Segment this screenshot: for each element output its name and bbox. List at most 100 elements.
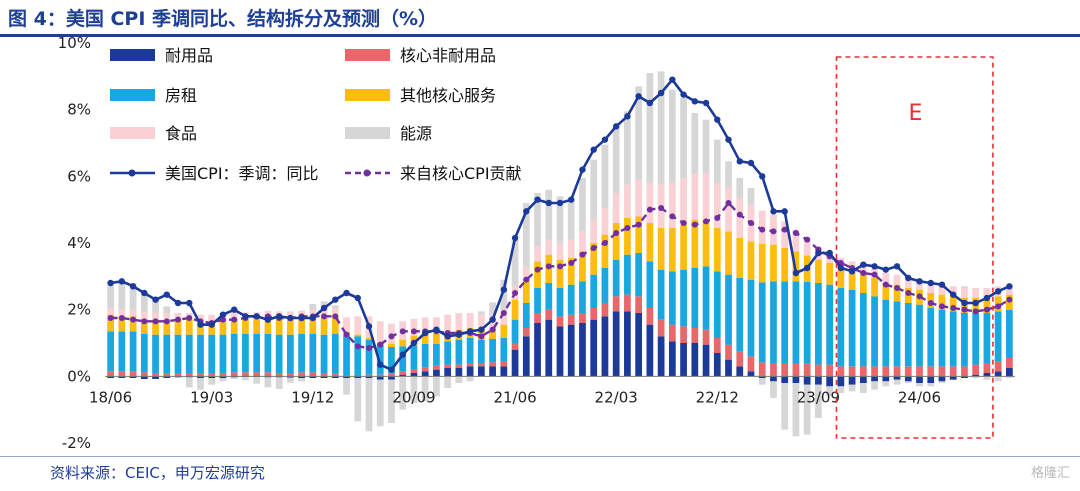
bar-rent — [803, 282, 811, 364]
bar-rent — [230, 334, 238, 373]
bar-rent — [567, 284, 575, 315]
point-core_contribution — [175, 316, 182, 323]
bar-energy — [129, 283, 137, 310]
bar-other_core_services — [579, 251, 586, 282]
point-core_contribution — [938, 303, 945, 310]
bar-food — [713, 183, 721, 228]
bar-other_core_services — [983, 298, 991, 313]
bar-food — [129, 309, 137, 317]
bar-durables — [140, 376, 148, 379]
point-headline — [107, 279, 114, 287]
bar-durables — [421, 371, 429, 377]
bar-core_nondurables — [242, 372, 249, 377]
bar-energy — [399, 376, 407, 410]
bar-core_nondurables — [938, 366, 946, 377]
bar-other_core_services — [725, 231, 732, 275]
bar-rent — [725, 274, 732, 345]
bar-durables — [556, 326, 564, 377]
bar-other_core_services — [668, 228, 676, 272]
bar-core_nondurables — [118, 371, 126, 377]
bar-core_nondurables — [444, 364, 452, 368]
y-tick-label: 0% — [67, 367, 91, 385]
bar-rent — [444, 341, 452, 365]
bar-food — [781, 221, 789, 248]
bar-core_nondurables — [421, 367, 429, 372]
point-core_contribution — [680, 220, 687, 226]
bar-other_core_services — [938, 294, 946, 310]
bar-energy — [601, 144, 609, 208]
bar-durables — [129, 376, 137, 378]
bar-core_nondurables — [500, 361, 508, 367]
point-headline — [759, 173, 766, 180]
bar-core_nondurables — [702, 329, 710, 345]
point-core_contribution — [118, 315, 125, 321]
bar-other_core_services — [331, 317, 339, 334]
bar-rent — [815, 283, 822, 365]
point-headline — [736, 158, 743, 165]
point-headline — [343, 289, 350, 297]
bar-durables — [388, 376, 395, 380]
x-tick-label: 24/06 — [898, 388, 941, 406]
point-core_contribution — [927, 300, 934, 306]
point-headline — [691, 98, 699, 105]
point-core_contribution — [489, 326, 496, 333]
watermark-logo: 格隆汇 — [1030, 466, 1070, 481]
point-core_contribution — [759, 226, 766, 233]
bar-core_nondurables — [140, 372, 148, 377]
bar-core_nondurables — [197, 373, 204, 377]
bar-food — [197, 314, 204, 322]
bar-other_core_services — [691, 219, 699, 268]
bar-energy — [219, 378, 227, 382]
bar-durables — [803, 376, 811, 385]
bar-food — [938, 284, 946, 295]
point-headline — [129, 283, 137, 290]
bar-energy — [455, 376, 463, 383]
bar-energy — [477, 311, 485, 315]
bar-energy — [725, 161, 732, 188]
bar-core_nondurables — [185, 373, 193, 377]
point-core_contribution — [916, 293, 923, 300]
point-core_contribution — [781, 226, 788, 233]
bar-durables — [938, 376, 946, 382]
bar-core_nondurables — [961, 366, 968, 377]
bar-durables — [916, 376, 923, 383]
point-core_contribution — [534, 266, 541, 273]
x-tick-label: 19/03 — [190, 388, 233, 406]
legend-label-core_nondurables: 核心非耐用品 — [400, 46, 496, 65]
point-headline — [410, 339, 418, 347]
point-core_contribution — [905, 290, 912, 296]
point-core_contribution — [388, 333, 395, 340]
bar-rent — [646, 261, 654, 308]
bar-durables — [331, 376, 339, 378]
bar-durables — [219, 376, 227, 378]
point-core_contribution — [523, 276, 530, 283]
bar-rent — [208, 334, 216, 373]
bar-energy — [680, 98, 687, 178]
point-core_contribution — [624, 225, 631, 231]
point-headline — [365, 323, 373, 330]
point-headline — [478, 326, 485, 333]
bar-rent — [556, 288, 564, 317]
bar-energy — [242, 377, 249, 381]
bar-other_core_services — [500, 324, 508, 338]
point-headline — [579, 166, 586, 173]
point-core_contribution — [141, 318, 148, 325]
legend-label-other_core_services: 其他核心服务 — [400, 86, 496, 105]
bar-other_core_services — [601, 234, 609, 268]
point-headline — [612, 123, 620, 130]
bar-durables — [770, 376, 777, 382]
bar-durables — [601, 316, 609, 377]
bar-energy — [545, 189, 553, 240]
bar-energy — [668, 89, 676, 183]
bar-other_core_services — [736, 238, 744, 278]
bar-food — [230, 312, 238, 319]
point-headline — [388, 366, 395, 373]
bar-core_nondurables — [489, 362, 496, 367]
bar-durables — [444, 368, 452, 377]
bar-other_core_services — [612, 223, 620, 260]
bar-energy — [208, 378, 216, 385]
bar-core_nondurables — [433, 365, 440, 370]
point-headline — [1006, 283, 1013, 290]
point-headline — [320, 304, 328, 312]
point-headline — [725, 136, 732, 143]
